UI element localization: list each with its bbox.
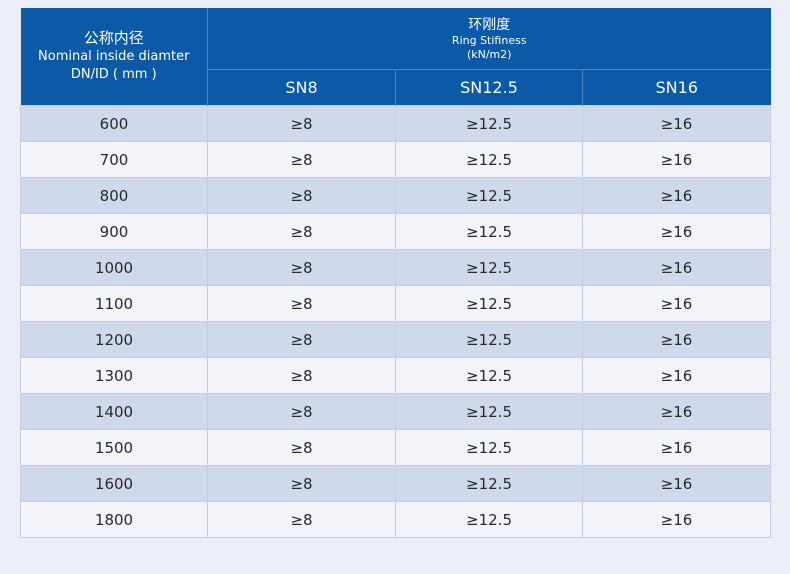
header-sn8: SN8 xyxy=(207,69,396,106)
cell-sn16: ≥16 xyxy=(582,213,771,250)
cell-diameter: 1600 xyxy=(20,465,208,502)
cell-sn12-5: ≥12.5 xyxy=(395,429,583,466)
cell-sn8: ≥8 xyxy=(207,105,396,142)
cell-sn16: ≥16 xyxy=(582,465,771,502)
cell-diameter: 600 xyxy=(20,105,208,142)
header-ring-en: Ring Stifiness xyxy=(451,33,527,47)
cell-sn16: ≥16 xyxy=(582,141,771,178)
cell-sn8: ≥8 xyxy=(207,177,396,214)
table-row: 700 ≥8 ≥12.5 ≥16 xyxy=(20,141,771,178)
header-dn-unit: DN/ID ( mm ) xyxy=(70,67,157,82)
cell-sn16: ≥16 xyxy=(582,105,771,142)
table-row: 1400 ≥8 ≥12.5 ≥16 xyxy=(20,393,771,430)
spec-table-container: 公称内径 Nominal inside diamter DN/ID ( mm )… xyxy=(20,8,771,538)
cell-sn8: ≥8 xyxy=(207,285,396,322)
table-row: 600 ≥8 ≥12.5 ≥16 xyxy=(20,105,771,142)
header-ring-unit: (kN/m2) xyxy=(466,47,512,61)
cell-diameter: 900 xyxy=(20,213,208,250)
cell-sn12-5: ≥12.5 xyxy=(395,105,583,142)
cell-sn12-5: ≥12.5 xyxy=(395,393,583,430)
ring-stiffness-table: 公称内径 Nominal inside diamter DN/ID ( mm )… xyxy=(20,8,771,538)
table-row: 1200 ≥8 ≥12.5 ≥16 xyxy=(20,321,771,358)
cell-sn8: ≥8 xyxy=(207,249,396,286)
cell-sn8: ≥8 xyxy=(207,141,396,178)
table-row: 1500 ≥8 ≥12.5 ≥16 xyxy=(20,429,771,466)
cell-sn16: ≥16 xyxy=(582,249,771,286)
cell-sn12-5: ≥12.5 xyxy=(395,501,583,538)
cell-sn16: ≥16 xyxy=(582,285,771,322)
cell-sn16: ≥16 xyxy=(582,177,771,214)
cell-diameter: 700 xyxy=(20,141,208,178)
cell-sn8: ≥8 xyxy=(207,321,396,358)
cell-sn12-5: ≥12.5 xyxy=(395,249,583,286)
table-row: 1000 ≥8 ≥12.5 ≥16 xyxy=(20,249,771,286)
header-ring-cn: 环刚度 xyxy=(468,16,511,33)
cell-sn12-5: ≥12.5 xyxy=(395,213,583,250)
header-nominal-diameter: 公称内径 Nominal inside diamter DN/ID ( mm ) xyxy=(20,8,208,106)
cell-sn12-5: ≥12.5 xyxy=(395,141,583,178)
cell-diameter: 1400 xyxy=(20,393,208,430)
cell-sn12-5: ≥12.5 xyxy=(395,465,583,502)
cell-sn16: ≥16 xyxy=(582,321,771,358)
cell-diameter: 1300 xyxy=(20,357,208,394)
table-row: 900 ≥8 ≥12.5 ≥16 xyxy=(20,213,771,250)
cell-sn12-5: ≥12.5 xyxy=(395,177,583,214)
cell-sn8: ≥8 xyxy=(207,429,396,466)
cell-sn8: ≥8 xyxy=(207,213,396,250)
cell-sn12-5: ≥12.5 xyxy=(395,321,583,358)
header-ring-stiffness: 环刚度 Ring Stifiness (kN/m2) xyxy=(207,8,771,70)
cell-diameter: 1100 xyxy=(20,285,208,322)
cell-sn8: ≥8 xyxy=(207,393,396,430)
cell-sn12-5: ≥12.5 xyxy=(395,357,583,394)
header-dn-cn: 公称内径 xyxy=(83,29,144,47)
table-body: 600 ≥8 ≥12.5 ≥16 700 ≥8 ≥12.5 ≥16 800 ≥8 ≥12.5 ≥16 9… xyxy=(20,105,771,538)
cell-sn16: ≥16 xyxy=(582,393,771,430)
table-row: 1800 ≥8 ≥12.5 ≥16 xyxy=(20,501,771,538)
header-sn12-5: SN12.5 xyxy=(395,69,583,106)
cell-diameter: 1000 xyxy=(20,249,208,286)
table-row: 1300 ≥8 ≥12.5 ≥16 xyxy=(20,357,771,394)
cell-sn8: ≥8 xyxy=(207,465,396,502)
cell-sn16: ≥16 xyxy=(582,429,771,466)
cell-diameter: 1800 xyxy=(20,501,208,538)
cell-sn16: ≥16 xyxy=(582,501,771,538)
table-row: 800 ≥8 ≥12.5 ≥16 xyxy=(20,177,771,214)
cell-sn12-5: ≥12.5 xyxy=(395,285,583,322)
cell-diameter: 1200 xyxy=(20,321,208,358)
header-dn-en: Nominal inside diamter xyxy=(38,49,190,64)
header-sn16: SN16 xyxy=(582,69,771,106)
cell-sn8: ≥8 xyxy=(207,357,396,394)
table-row: 1100 ≥8 ≥12.5 ≥16 xyxy=(20,285,771,322)
cell-diameter: 800 xyxy=(20,177,208,214)
cell-sn16: ≥16 xyxy=(582,357,771,394)
cell-diameter: 1500 xyxy=(20,429,208,466)
table-row: 1600 ≥8 ≥12.5 ≥16 xyxy=(20,465,771,502)
cell-sn8: ≥8 xyxy=(207,501,396,538)
